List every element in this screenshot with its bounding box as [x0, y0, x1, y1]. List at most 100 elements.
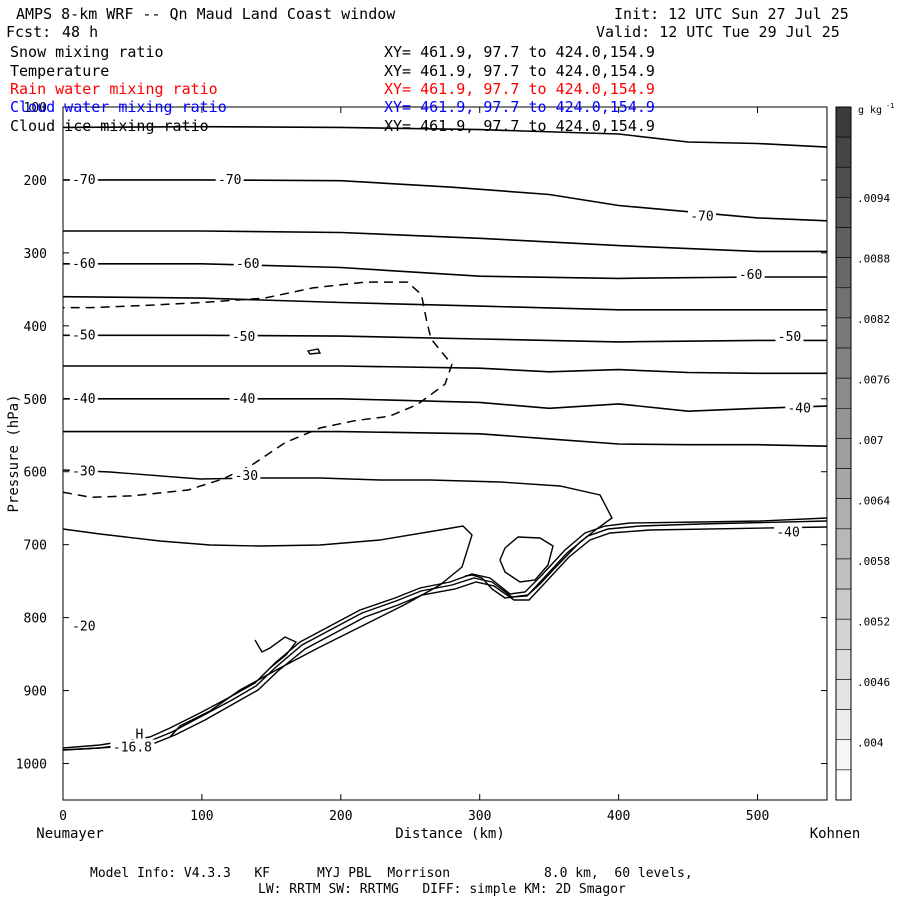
y-tick-label: 500 — [24, 393, 47, 408]
cloud-ice-contour — [62, 281, 453, 499]
x-tick-label: 200 — [329, 809, 352, 824]
contour-label-bg — [736, 266, 765, 282]
x-axis-label: Distance (km) — [395, 826, 505, 842]
contour-label-bg — [687, 208, 716, 224]
contour-label-bg — [775, 328, 804, 344]
contour-label-bg — [69, 255, 98, 271]
colorbar-swatch — [835, 408, 852, 439]
field-xy-cloud-ice: XY= 461.9, 97.7 to 424.0,154.9 — [384, 117, 655, 135]
colorbar-swatch — [835, 287, 852, 319]
colorbar-swatch — [835, 347, 852, 379]
x-tick-label: 500 — [746, 809, 769, 824]
field-name-cloud-ice: Cloud ice mixing ratio — [10, 117, 209, 135]
contour-label: -40 — [787, 401, 810, 416]
field-name-cloud-water: Cloud water mixing ratio — [10, 98, 227, 116]
contour-label-bg — [774, 524, 803, 540]
colorbar-label: .0052 — [857, 616, 890, 629]
contour-label-bg — [229, 390, 258, 406]
contour-label: -30 — [72, 465, 95, 480]
colorbar-label: .0088 — [857, 253, 890, 266]
contour-label: -50 — [778, 330, 801, 345]
contour-label: -60 — [236, 257, 259, 272]
field-name-snow: Snow mixing ratio — [10, 43, 164, 61]
contour-label: -16.8 — [113, 740, 152, 755]
forecast-label: Fcst: — [6, 23, 52, 41]
y-tick-label: 100 — [24, 101, 47, 116]
terrain-surface-b — [62, 520, 828, 751]
colorbar-swatch — [835, 438, 852, 469]
x-start-label: Neumayer — [36, 826, 103, 842]
contour-label-bg — [232, 468, 261, 484]
colorbar-swatch — [835, 106, 852, 138]
isotherm-line — [63, 334, 827, 343]
contour-label: -40 — [776, 525, 799, 540]
isotherm-line — [63, 430, 828, 447]
contour-label-bg — [215, 171, 244, 187]
colorbar-label: .0076 — [857, 374, 890, 387]
field-xy-rain: XY= 461.9, 97.7 to 424.0,154.9 — [384, 80, 655, 98]
y-tick-label: 200 — [24, 174, 47, 189]
y-tick-label: 1000 — [16, 758, 47, 773]
colorbar-swatch — [835, 136, 852, 168]
colorbar-label: .0046 — [857, 676, 890, 689]
x-tick-label: 100 — [190, 809, 213, 824]
valid-time: Valid: 12 UTC Tue 29 Jul 25 — [596, 23, 840, 41]
contour-label: H — [135, 727, 143, 742]
colorbar-unit-exponent: -1 — [886, 102, 894, 110]
model-info: Model Info: V4.3.3 KF MYJ PBL Morrison 8… — [90, 866, 693, 881]
colorbar-label: .0058 — [857, 555, 890, 568]
x-end-label: Kohnen — [810, 826, 861, 842]
contour-label-bg — [69, 618, 98, 634]
colorbar-frame — [835, 106, 852, 801]
colorbar-swatch — [835, 227, 852, 258]
contour-label: -60 — [72, 257, 95, 272]
colorbar-label: .0064 — [857, 495, 890, 508]
colorbar-swatch — [835, 588, 852, 620]
contour-label-bg — [110, 739, 155, 755]
colorbar-swatch — [835, 618, 852, 650]
init-time: Init: 12 UTC Sun 27 Jul 25 — [614, 5, 849, 23]
contour-label-bg — [69, 463, 98, 479]
contour-label: -50 — [72, 328, 95, 343]
y-tick-label: 700 — [24, 539, 47, 554]
terrain-surface-c — [62, 526, 828, 751]
field-name-rain: Rain water mixing ratio — [10, 80, 218, 98]
contour-label-bg — [69, 171, 98, 187]
physics-info: LW: RRTM SW: RRTMG DIFF: simple KM: 2D S… — [258, 882, 626, 897]
colorbar-swatch — [835, 166, 852, 198]
low-level-contours — [62, 348, 828, 751]
contour-line-upper-ridge — [62, 469, 613, 599]
colorbar-swatch — [835, 317, 852, 349]
chart-title: AMPS 8-km WRF -- Qn Maud Land Coast wind… — [16, 5, 396, 23]
contour-line-700 — [62, 525, 473, 738]
x-tick-label: 400 — [607, 809, 630, 824]
colorbar-label: .007 — [857, 434, 884, 447]
axis-layer: 0 100 200 300 400 500 100 200 300 400 500 600 700 800… — [6, 101, 860, 842]
colorbar-swatch — [835, 709, 852, 741]
colorbar-unit: g kg — [858, 105, 882, 116]
field-xy-temperature: XY= 461.9, 97.7 to 424.0,154.9 — [384, 62, 655, 80]
field-name-temperature: Temperature — [10, 62, 110, 80]
terrain-surface-a — [62, 517, 828, 749]
contour-label-layer: -70 -70 -70 -60 -60 -60 -50 -50 -50 -40 -40 -40 -30 -… — [69, 171, 814, 755]
contour-label: -70 — [72, 173, 95, 188]
colorbar-label: .0094 — [857, 192, 890, 205]
colorbar-swatch — [835, 739, 852, 771]
y-tick-label: 900 — [24, 685, 47, 700]
colorbar-label: .004 — [857, 737, 884, 750]
colorbar-swatch — [835, 679, 852, 710]
y-axis-label: Pressure (hPa) — [6, 394, 22, 512]
contour-label: -50 — [232, 330, 255, 345]
contour-label-bg — [229, 328, 258, 344]
contour-label: -70 — [218, 173, 241, 188]
x-tick-label: 0 — [59, 809, 67, 824]
colorbar-swatch — [835, 377, 852, 409]
isotherm-line — [62, 295, 827, 311]
isotherm-line — [63, 365, 827, 375]
x-tick-label: 300 — [468, 809, 491, 824]
contour-label: -70 — [690, 209, 713, 224]
colorbar-swatch — [835, 257, 852, 289]
colorbar-swatch — [835, 468, 852, 499]
colorbar-swatch — [835, 558, 852, 590]
